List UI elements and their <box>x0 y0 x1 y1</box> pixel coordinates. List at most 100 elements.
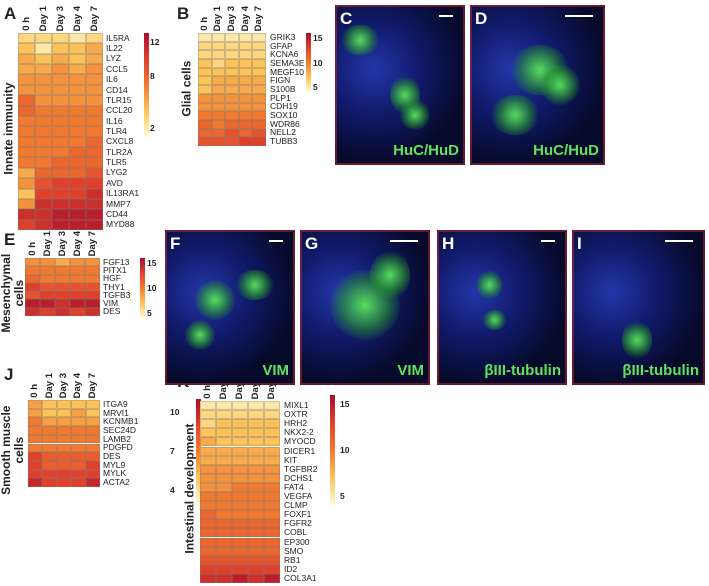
column-label: 0 h <box>202 385 213 399</box>
heatmap-cell <box>18 43 35 54</box>
heatmap-cell <box>69 74 86 85</box>
heatmap-cell <box>264 401 280 411</box>
heatmap-cell <box>35 157 52 168</box>
panel-label: D <box>475 9 488 28</box>
row-label: LYG2 <box>106 167 128 178</box>
heatmap-cell <box>225 102 239 112</box>
heatmap-cell <box>70 282 85 292</box>
heatmap-cell <box>86 219 103 230</box>
heatmap-cell <box>248 437 264 447</box>
heatmap-cell <box>232 537 248 547</box>
heatmap-cell <box>211 59 226 68</box>
heatmap-cell <box>211 67 226 77</box>
heatmap-cell <box>70 291 85 300</box>
column-label: Day 3 <box>54 5 66 31</box>
row-label: KCNA6 <box>270 49 299 60</box>
heatmap-cell <box>216 410 232 420</box>
stain <box>185 320 215 350</box>
heatmap-cell <box>18 74 35 85</box>
heatmap-cell <box>42 426 57 435</box>
heatmap-cell <box>69 188 86 199</box>
heatmap-cell <box>69 167 86 179</box>
row-label: FAT4 <box>284 481 304 492</box>
heatmap-cell <box>248 419 264 429</box>
micrograph: C HuC/HuD <box>335 5 465 165</box>
heatmap-cell <box>264 410 280 420</box>
heatmap-cell <box>86 126 103 137</box>
heatmap-cell <box>35 64 52 75</box>
heatmap-cell <box>18 136 35 148</box>
heatmap-cell <box>200 492 216 502</box>
heatmap-cell <box>264 464 280 474</box>
row-label: GFAP <box>270 40 293 51</box>
heatmap-cell <box>248 473 264 483</box>
heatmap-cell <box>85 266 100 275</box>
heatmap-cell <box>69 95 86 106</box>
heatmap-cell <box>28 452 43 461</box>
heatmap-cell <box>198 111 212 120</box>
heatmap-cell <box>35 126 52 137</box>
heatmap-cell <box>70 299 85 308</box>
heatmap-cell <box>52 115 69 127</box>
row-label: SMO <box>284 545 304 556</box>
heatmap-cell <box>232 492 248 502</box>
row-label: DES <box>103 451 121 462</box>
heatmap-cell <box>28 460 43 470</box>
heatmap-cell <box>56 400 72 409</box>
heatmap-cell <box>225 76 239 86</box>
heatmap-cell <box>225 93 239 103</box>
heatmap-cell <box>211 41 226 51</box>
heatmap-cell <box>69 64 86 75</box>
heatmap-cell <box>232 455 248 465</box>
row-label: MYD88 <box>106 219 135 230</box>
heatmap-cell <box>70 266 85 275</box>
row-label: MYOCD <box>284 436 316 447</box>
column-label: Day 7 <box>88 5 100 31</box>
y-axis-title: Innate immunity <box>1 82 16 175</box>
heatmap-cell <box>238 137 253 146</box>
heatmap-cell <box>35 167 52 179</box>
scale-bar <box>541 240 555 242</box>
heatmap-cell <box>238 33 253 42</box>
heatmap-cell <box>18 188 35 199</box>
column-label: Day 3 <box>58 372 69 398</box>
heatmap-cell <box>264 555 280 565</box>
heatmap-cell <box>18 53 35 65</box>
heatmap-cell <box>248 555 264 565</box>
row-label: COBL <box>284 527 308 538</box>
heatmap-cell <box>232 446 248 456</box>
heatmap-cell <box>216 573 232 583</box>
heatmap-cell <box>252 59 266 68</box>
heatmap-cell <box>232 564 248 574</box>
heatmap-cell <box>85 478 100 487</box>
heatmap-cell <box>52 53 69 65</box>
heatmap-cell <box>264 428 280 438</box>
heatmap-cell <box>71 426 86 435</box>
heatmap-cell <box>264 473 280 483</box>
row-label: VIM <box>103 298 119 309</box>
heatmap-cell <box>85 460 100 470</box>
heatmap-cell <box>200 446 216 456</box>
heatmap-cell <box>42 460 57 470</box>
heatmap-cell <box>52 219 69 230</box>
heatmap-cell <box>55 291 70 300</box>
colorbar-tick-label: 4 <box>170 485 175 495</box>
heatmap-cell <box>52 188 69 199</box>
heatmap-cell <box>264 501 280 511</box>
heatmap-cell <box>86 188 103 199</box>
row-label: FIGN <box>270 75 291 86</box>
heatmap-cell <box>35 95 52 106</box>
heatmap-cell <box>56 478 72 487</box>
heatmap-cell <box>52 33 69 44</box>
heatmap-cell <box>200 519 216 529</box>
heatmap-cell <box>35 209 52 220</box>
heatmap-cell <box>232 437 248 447</box>
row-label: COL3A1 <box>284 572 317 583</box>
row-label: MEGF10 <box>270 66 305 77</box>
row-label: IL22 <box>106 43 123 54</box>
row-label: PITX1 <box>103 264 127 275</box>
heatmap-cell <box>252 119 266 129</box>
heatmap-cell <box>18 198 35 210</box>
heatmap-cell <box>71 469 86 479</box>
